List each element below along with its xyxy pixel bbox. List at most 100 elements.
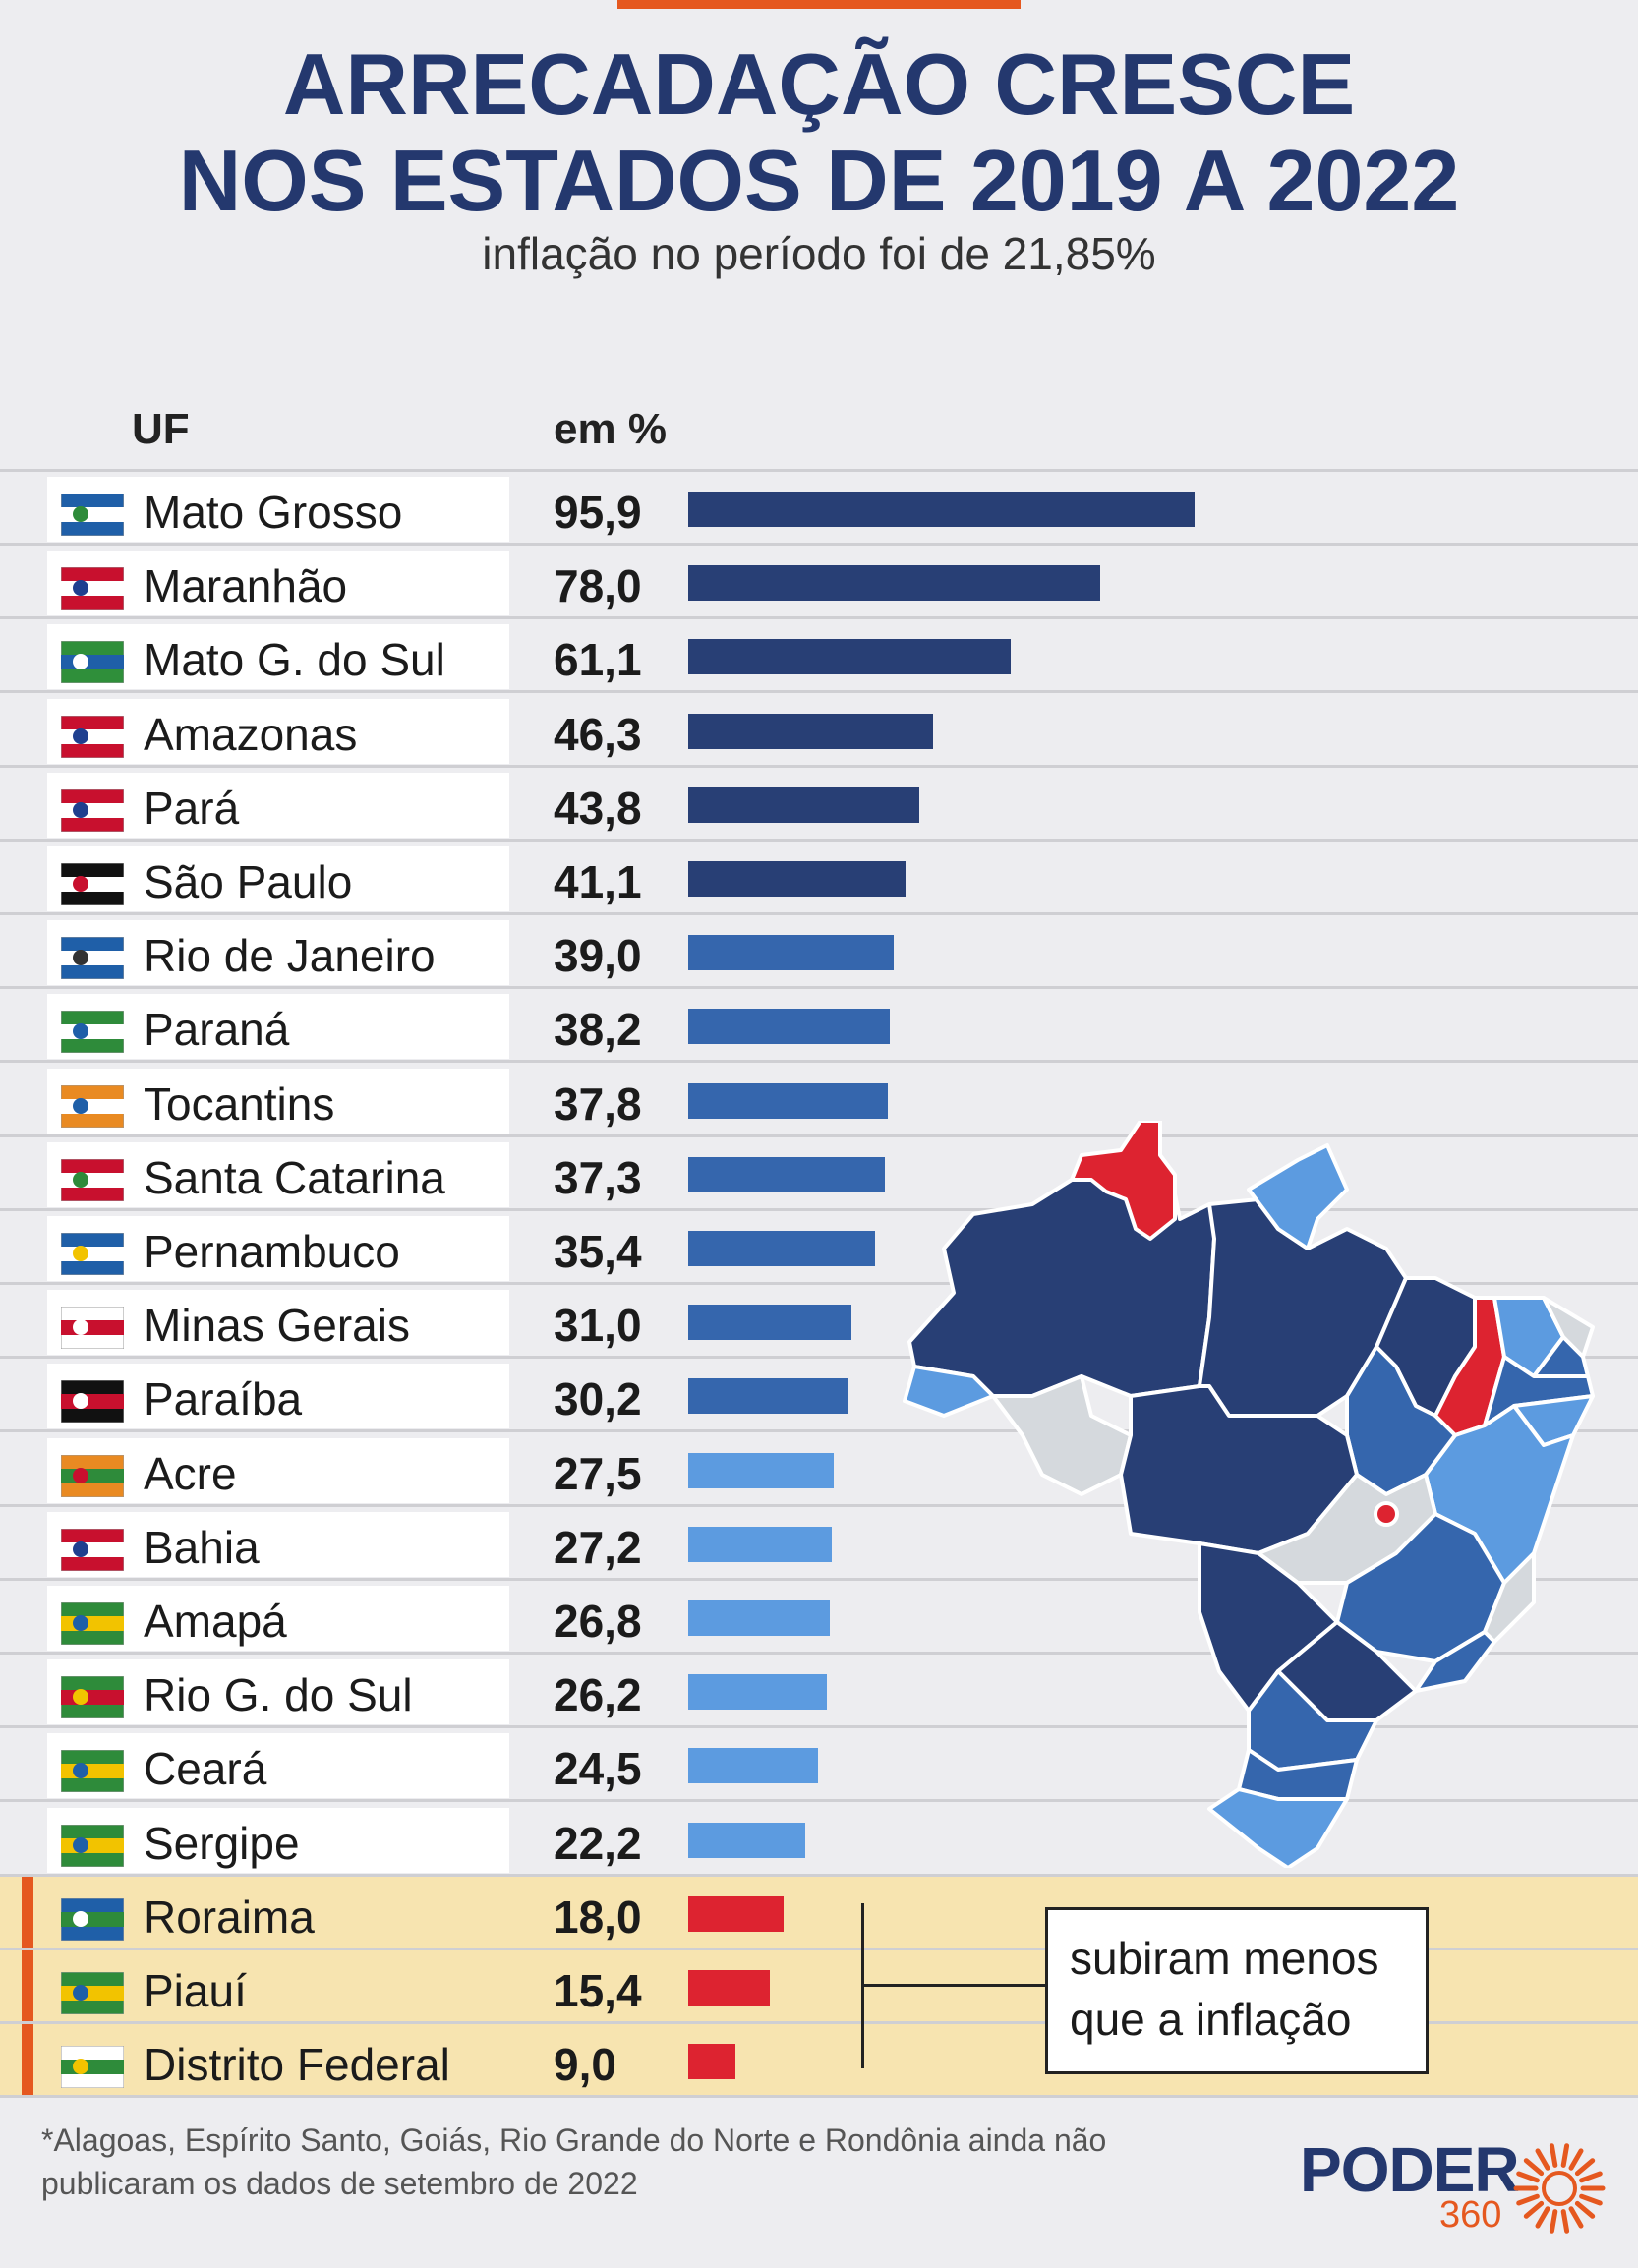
state-flag-icon bbox=[61, 715, 124, 758]
state-flag-icon bbox=[61, 863, 124, 905]
subtitle: inflação no período foi de 21,85% bbox=[482, 228, 1156, 279]
state-name-box bbox=[47, 1733, 509, 1799]
row-divider bbox=[0, 1356, 1638, 1360]
row-divider bbox=[0, 1873, 1638, 1877]
bar bbox=[688, 565, 1100, 602]
footnote-line-1: *Alagoas, Espírito Santo, Goiás, Rio Gra… bbox=[41, 2123, 1107, 2158]
state-name: Mato G. do Sul bbox=[144, 634, 445, 686]
state-name-box bbox=[47, 920, 509, 986]
table-row: Minas Gerais 31,0 bbox=[0, 1285, 1638, 1360]
table-row: Amazonas 46,3 bbox=[0, 694, 1638, 768]
state-name: Ceará bbox=[144, 1743, 267, 1795]
bar bbox=[688, 1452, 834, 1488]
state-name: São Paulo bbox=[144, 856, 353, 907]
table-row: Ceará 24,5 bbox=[0, 1728, 1638, 1803]
table-row: Maranhão 78,0 bbox=[0, 546, 1638, 620]
row-divider bbox=[0, 616, 1638, 620]
state-name-box bbox=[47, 772, 509, 838]
state-name-box bbox=[47, 1364, 509, 1429]
state-name: Bahia bbox=[144, 1521, 260, 1573]
row-divider bbox=[0, 543, 1638, 546]
state-name: Amapá bbox=[144, 1596, 287, 1647]
state-flag-icon bbox=[61, 1454, 124, 1497]
row-divider bbox=[0, 1134, 1638, 1137]
state-name-box bbox=[47, 994, 509, 1060]
value-label: 9,0 bbox=[554, 2039, 616, 2091]
value-label: 39,0 bbox=[554, 930, 642, 982]
state-flag-icon bbox=[61, 1750, 124, 1793]
table-row: Rio G. do Sul 26,2 bbox=[0, 1655, 1638, 1729]
state-name: Distrito Federal bbox=[144, 2039, 450, 2091]
state-name-box bbox=[47, 477, 509, 542]
brazil-map bbox=[903, 1121, 1595, 1868]
header-divider bbox=[0, 469, 1638, 472]
callout-line-2: que a inflação bbox=[1070, 1994, 1352, 2045]
top-accent-bar bbox=[617, 0, 1021, 9]
value-label: 78,0 bbox=[554, 560, 642, 612]
table-row: Paraná 38,2 bbox=[0, 989, 1638, 1064]
state-flag-icon bbox=[61, 494, 124, 536]
highlight-marker bbox=[22, 1950, 33, 2021]
state-name-box bbox=[47, 551, 509, 616]
row-divider bbox=[0, 1652, 1638, 1655]
value-label: 15,4 bbox=[554, 1965, 642, 2016]
map-region-acre bbox=[903, 1365, 995, 1418]
table-row: Acre 27,5 bbox=[0, 1433, 1638, 1507]
table-row: Paraíba 30,2 bbox=[0, 1359, 1638, 1433]
value-label: 61,1 bbox=[554, 634, 642, 686]
state-flag-icon bbox=[61, 937, 124, 980]
map-region-espirito-santo bbox=[1483, 1551, 1536, 1644]
row-divider bbox=[0, 1207, 1638, 1211]
row-divider bbox=[0, 1577, 1638, 1581]
state-flag-icon bbox=[61, 788, 124, 832]
bar bbox=[688, 935, 895, 971]
row-divider bbox=[0, 1725, 1638, 1729]
state-name-box bbox=[47, 1807, 509, 1873]
bar bbox=[688, 1305, 852, 1341]
row-divider bbox=[0, 690, 1638, 694]
state-name: Rio de Janeiro bbox=[144, 930, 436, 982]
value-label: 24,5 bbox=[554, 1743, 642, 1795]
value-label: 30,2 bbox=[554, 1373, 642, 1425]
bar bbox=[688, 1009, 891, 1045]
row-divider bbox=[0, 1282, 1638, 1285]
state-flag-icon bbox=[61, 1011, 124, 1054]
state-name: Sergipe bbox=[144, 1817, 300, 1869]
bar bbox=[688, 1970, 770, 2006]
state-flag-icon bbox=[61, 1897, 124, 1941]
row-divider bbox=[0, 2021, 1638, 2024]
logo-number: 360 bbox=[1439, 2194, 1502, 2236]
state-name: Amazonas bbox=[144, 708, 358, 760]
value-label: 27,5 bbox=[554, 1447, 642, 1499]
map-region-rio-grande-do-sul bbox=[1207, 1787, 1349, 1868]
state-name-box bbox=[47, 1290, 509, 1356]
value-label: 26,2 bbox=[554, 1669, 642, 1721]
logo-text: PODER bbox=[1300, 2134, 1520, 2205]
row-divider bbox=[0, 1060, 1638, 1064]
state-flag-icon bbox=[61, 1676, 124, 1719]
bracket-connector bbox=[864, 1984, 1048, 1987]
state-flag-icon bbox=[61, 1528, 124, 1571]
value-label: 35,4 bbox=[554, 1226, 642, 1277]
state-name-box bbox=[47, 1216, 509, 1281]
row-divider bbox=[0, 1429, 1638, 1433]
state-name: Piauí bbox=[144, 1965, 247, 2016]
table-row: Mato G. do Sul 61,1 bbox=[0, 619, 1638, 694]
state-name-box bbox=[47, 624, 509, 690]
value-label: 37,8 bbox=[554, 1077, 642, 1130]
bar bbox=[688, 713, 933, 749]
value-label: 22,2 bbox=[554, 1817, 642, 1869]
state-flag-icon bbox=[61, 1380, 124, 1424]
row-divider bbox=[0, 838, 1638, 842]
highlight-marker bbox=[22, 2024, 33, 2096]
value-label: 18,0 bbox=[554, 1890, 642, 1943]
state-flag-icon bbox=[61, 2046, 124, 2089]
bar bbox=[688, 639, 1012, 675]
state-flag-icon bbox=[61, 1307, 124, 1350]
bar bbox=[688, 1895, 784, 1932]
state-name: Maranhão bbox=[144, 560, 348, 612]
state-flag-icon bbox=[61, 1233, 124, 1275]
state-name: Pernambuco bbox=[144, 1226, 400, 1277]
table-row: Rio de Janeiro 39,0 bbox=[0, 915, 1638, 990]
